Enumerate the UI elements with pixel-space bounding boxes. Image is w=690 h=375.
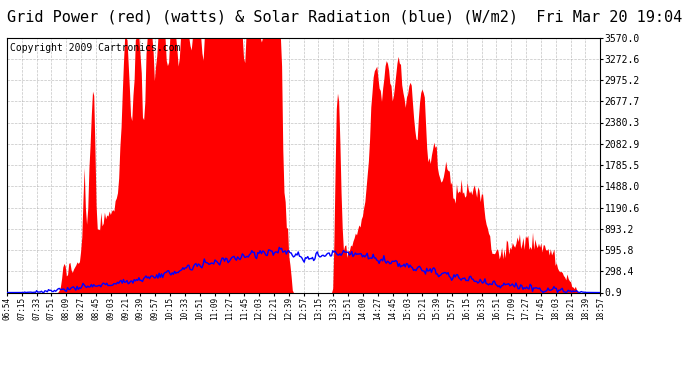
Text: Copyright 2009 Cartronics.com: Copyright 2009 Cartronics.com — [10, 43, 180, 52]
Text: Grid Power (red) (watts) & Solar Radiation (blue) (W/m2)  Fri Mar 20 19:04: Grid Power (red) (watts) & Solar Radiati… — [8, 9, 682, 24]
